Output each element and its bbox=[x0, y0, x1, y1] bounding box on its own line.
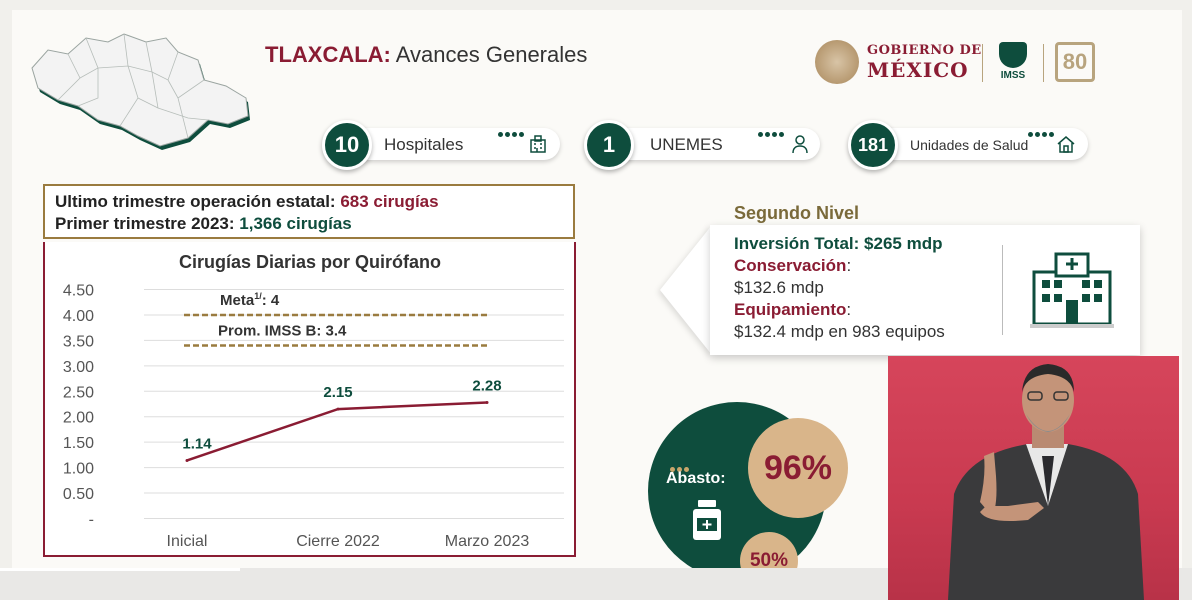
stat-value: 181 bbox=[848, 120, 898, 170]
stat-label: Unidades de Salud bbox=[910, 137, 1029, 153]
y-tick-label: 1.50 bbox=[63, 435, 94, 452]
surgery-summary-box: Ultimo trimestre operación estatal: 683 … bbox=[43, 184, 575, 239]
y-tick-label: 1.00 bbox=[63, 461, 94, 478]
logo-divider bbox=[1043, 44, 1044, 82]
gobierno-mexico-logo: GOBIERNO DE MÉXICO bbox=[815, 40, 982, 84]
house-icon bbox=[1057, 136, 1075, 153]
data-label: 2.15 bbox=[323, 384, 352, 401]
segundo-nivel-details: Inversión Total: $265 mdp Conservación: … bbox=[734, 234, 945, 341]
stat-unidades-salud: 181 Unidades de Salud bbox=[848, 120, 1088, 170]
medicine-bottle-icon bbox=[693, 500, 721, 540]
y-tick-label: 3.00 bbox=[63, 359, 94, 376]
stat-unemes: 1 UNEMES bbox=[584, 120, 824, 170]
series-line bbox=[186, 401, 488, 462]
data-point bbox=[185, 458, 189, 462]
sign-language-interpreter-video bbox=[888, 356, 1179, 600]
data-label: 1.14 bbox=[182, 435, 212, 452]
equipment-label: Equipamiento bbox=[734, 300, 847, 319]
x-tick-label: Cierre 2022 bbox=[296, 533, 380, 550]
building-icon bbox=[1030, 252, 1114, 328]
stat-hospitales: 10 Hospitales bbox=[322, 120, 562, 170]
conservation-value: $132.6 mdp bbox=[734, 278, 824, 297]
data-label: 2.28 bbox=[472, 377, 501, 394]
y-tick-label: 4.00 bbox=[63, 308, 94, 325]
data-point bbox=[336, 407, 340, 411]
stat-value: 10 bbox=[322, 120, 372, 170]
chart-frame bbox=[43, 242, 576, 557]
reference-line-label: Prom. IMSS B: 3.4 bbox=[218, 322, 347, 339]
stat-label: UNEMES bbox=[650, 135, 723, 154]
chart-title: Cirugías Diarias por Quirófano bbox=[178, 252, 442, 272]
abasto-label: Abasto: bbox=[666, 470, 726, 487]
surgeries-line-chart: 4.50 4.00 3.50 3.00 2.50 2.00 1.50 1.00 0.50 - Ini… bbox=[63, 283, 564, 550]
x-tick-label: Inicial bbox=[167, 533, 208, 550]
page-title: TLAXCALA: Avances Generales bbox=[265, 42, 588, 67]
data-point bbox=[485, 400, 489, 404]
investment-total: Inversión Total: $265 mdp bbox=[734, 234, 943, 253]
abasto-main-percent: 96% bbox=[748, 418, 848, 518]
tlaxcala-map bbox=[31, 33, 250, 150]
segundo-nivel-title: Segundo Nivel bbox=[734, 203, 860, 223]
eagle-seal-icon bbox=[815, 40, 859, 84]
callout-arrow bbox=[660, 225, 712, 355]
logo-divider bbox=[982, 44, 983, 82]
doctor-icon bbox=[792, 135, 808, 154]
equipment-value: $132.4 mdp en 983 equipos bbox=[734, 322, 945, 341]
hospital-icon bbox=[530, 135, 546, 153]
y-tick-label: 2.00 bbox=[63, 410, 94, 427]
y-tick-label: 0.50 bbox=[63, 486, 94, 503]
card-divider bbox=[1002, 245, 1003, 335]
x-tick-label: Marzo 2023 bbox=[445, 533, 530, 550]
y-tick-label: 3.50 bbox=[63, 333, 94, 350]
stat-label: Hospitales bbox=[384, 135, 464, 154]
conservation-label: Conservación bbox=[734, 256, 847, 275]
stat-value: 1 bbox=[584, 120, 634, 170]
y-tick-label: - bbox=[89, 512, 94, 529]
video-progress bbox=[0, 568, 240, 571]
imss-logo: IMSS bbox=[996, 42, 1030, 84]
y-tick-label: 4.50 bbox=[63, 283, 94, 300]
reference-line-label: Meta1/: 4 bbox=[220, 291, 280, 309]
anniversary-logo: 80 bbox=[1055, 42, 1095, 82]
y-tick-label: 2.50 bbox=[63, 384, 94, 401]
interpreter-figure bbox=[948, 364, 1144, 600]
